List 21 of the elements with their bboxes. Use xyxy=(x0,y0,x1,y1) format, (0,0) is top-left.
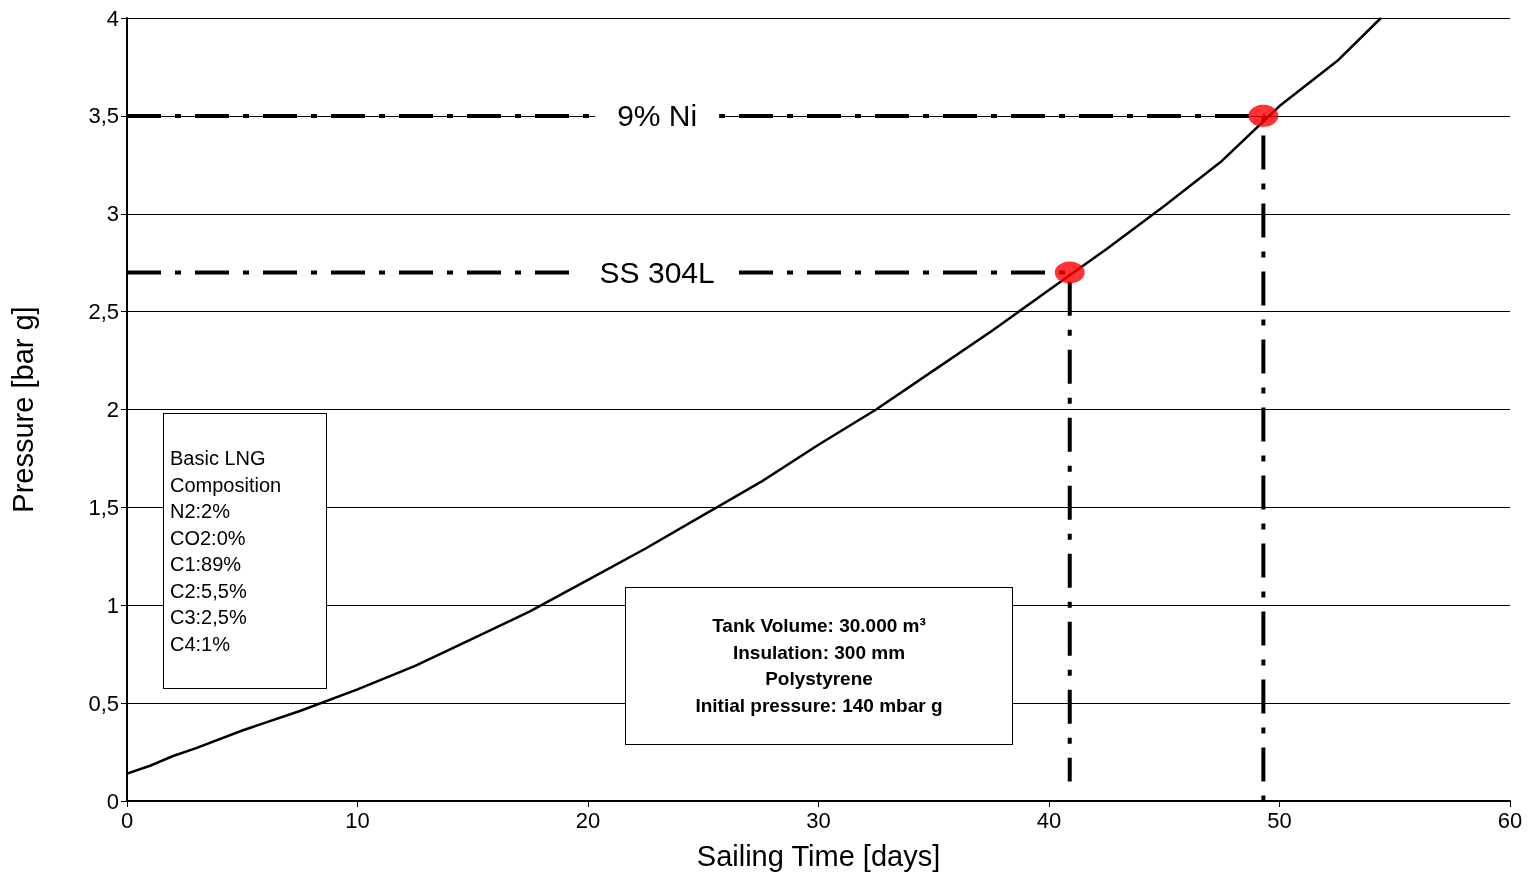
x-axis-title: Sailing Time [days] xyxy=(696,839,941,872)
x-tick-label: 40 xyxy=(1036,807,1062,833)
y-axis-title: Pressure [bar g] xyxy=(6,306,39,513)
x-tick-label: 10 xyxy=(345,807,370,833)
y-tick-label: 0,5 xyxy=(88,690,119,716)
note-box: Basic LNG Composition N2:2% CO2:0% C1:89% C2:5,5% C3:2,5% C4:1% xyxy=(163,413,327,689)
y-tick-label: 4 xyxy=(106,5,119,31)
y-tick-label: 3 xyxy=(106,201,119,227)
x-tick-label: 20 xyxy=(575,807,601,833)
note-box: Tank Volume: 30.000 m³ Insulation: 300 mm Polystyrene Initial pressure: 140 mbar g xyxy=(625,587,1013,745)
y-tick-label: 2,5 xyxy=(88,299,119,325)
y-tick-label: 3,5 xyxy=(88,103,119,129)
x-tick-label: 30 xyxy=(806,807,831,833)
x-tick-label: 60 xyxy=(1497,807,1523,833)
y-tick-label: 0 xyxy=(106,788,119,814)
y-tick-label: 1,5 xyxy=(88,494,119,520)
annotation: SS 304L xyxy=(599,255,715,289)
y-tick-label: 1 xyxy=(106,592,119,618)
x-tick-label: 50 xyxy=(1267,807,1292,833)
annotation: 9% Ni xyxy=(617,99,698,133)
y-tick-label: 2 xyxy=(106,397,119,422)
